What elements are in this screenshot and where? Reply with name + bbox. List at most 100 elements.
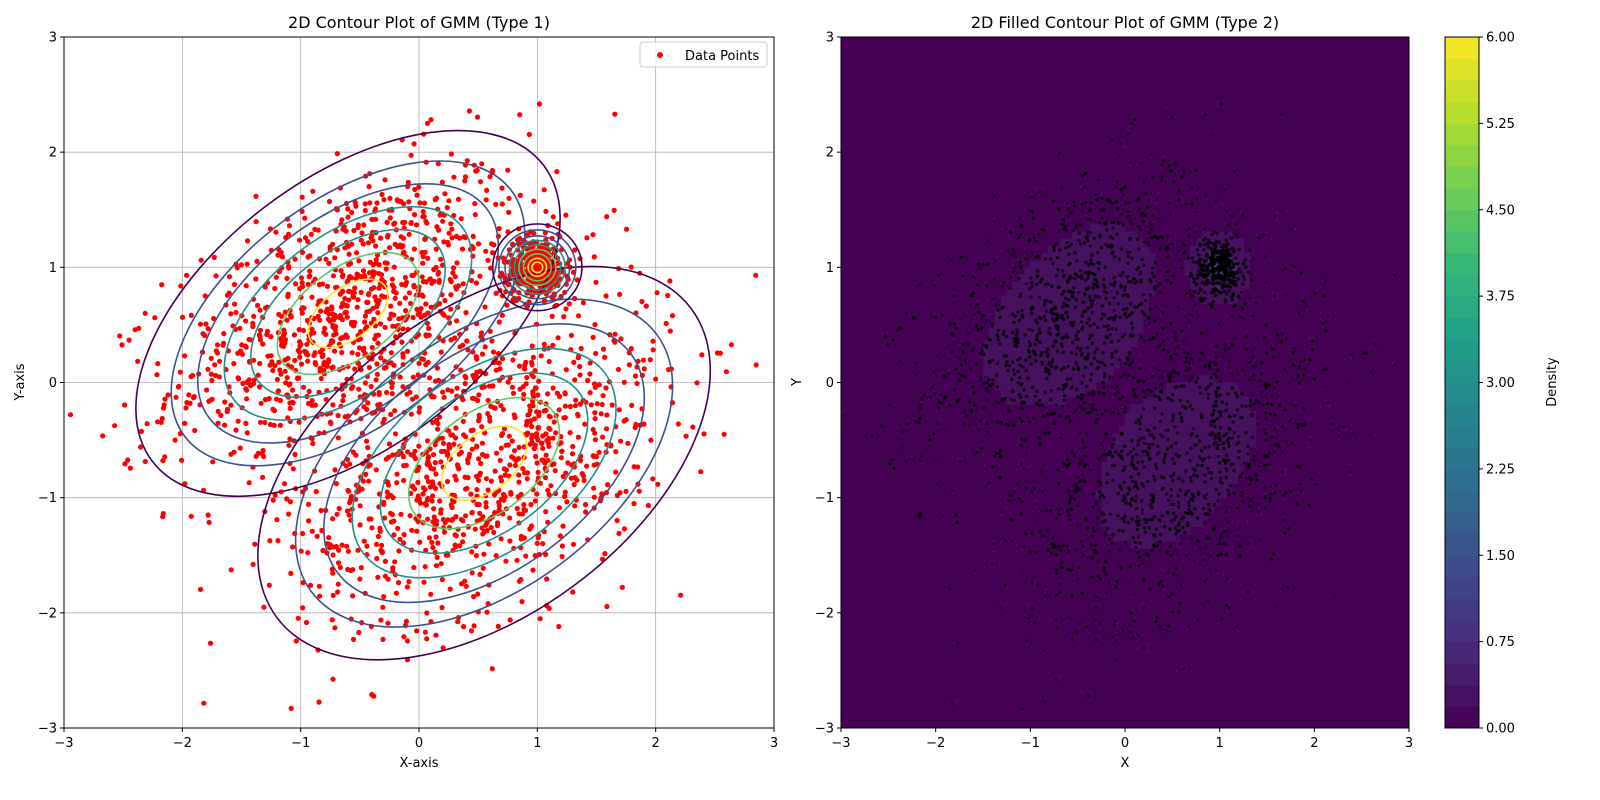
scatter-point [987, 481, 991, 485]
scatter-point [507, 617, 513, 623]
scatter-point [454, 318, 460, 324]
density-cell [1036, 368, 1043, 376]
scatter-point [481, 551, 487, 557]
scatter-point [1093, 277, 1097, 282]
scatter-point [1074, 223, 1079, 227]
scatter-point [233, 309, 239, 316]
scatter-point [240, 380, 246, 386]
scatter-point [407, 513, 413, 519]
density-cell [1012, 288, 1020, 297]
density-cell [1249, 425, 1256, 434]
density-cell [1196, 497, 1203, 506]
scatter-point [904, 311, 908, 315]
scatter-point [1020, 571, 1025, 576]
density-cell [1119, 260, 1126, 268]
scatter-point [1137, 196, 1141, 200]
density-cell [1142, 288, 1150, 297]
scatter-point [330, 544, 336, 550]
scatter-point [960, 373, 964, 378]
scatter-point [996, 401, 1001, 405]
scatter-point [883, 334, 888, 338]
density-cell [1142, 396, 1150, 405]
scatter-point [1228, 427, 1232, 431]
scatter-point [577, 372, 583, 378]
scatter-point [533, 453, 539, 460]
scatter-point [721, 431, 727, 437]
density-cell [1213, 483, 1221, 492]
scatter-point [1057, 332, 1061, 336]
scatter-point [327, 318, 333, 324]
scatter-point [302, 235, 309, 241]
scatter-point [753, 362, 759, 368]
scatter-point [1101, 391, 1106, 396]
density-cell [1219, 418, 1227, 427]
scatter-point [616, 407, 622, 413]
scatter-point [497, 457, 503, 463]
scatter-point [1187, 504, 1192, 508]
density-cell [994, 368, 1002, 376]
scatter-point [1051, 344, 1055, 349]
scatter-point [1127, 350, 1131, 355]
scatter-point [439, 577, 445, 583]
density-cell [1148, 512, 1156, 520]
scatter-point [1015, 482, 1020, 486]
scatter-point [136, 325, 142, 331]
scatter-point [231, 361, 237, 367]
scatter-point [1096, 285, 1100, 289]
density-cell [1130, 404, 1138, 412]
scatter-point [975, 302, 980, 306]
scatter-point [1207, 392, 1211, 397]
scatter-point [213, 273, 219, 279]
scatter-point [1180, 175, 1184, 179]
scatter-point [369, 233, 375, 239]
density-cell [1201, 447, 1209, 456]
scatter-point [449, 504, 455, 511]
scatter-point [468, 277, 475, 284]
scatter-point [514, 557, 520, 563]
scatter-point [1238, 544, 1242, 548]
scatter-point [1111, 202, 1115, 206]
scatter-point [541, 408, 547, 414]
scatter-point [1095, 198, 1099, 202]
density-cell [1065, 267, 1073, 276]
scatter-point [1019, 232, 1023, 236]
scatter-point [416, 409, 422, 415]
scatter-point [213, 372, 219, 379]
scatter-point [305, 238, 311, 245]
scatter-point [1066, 207, 1070, 211]
density-cell [1190, 411, 1197, 420]
density-cell [1219, 288, 1227, 297]
scatter-point [1009, 397, 1013, 401]
scatter-point [461, 234, 467, 240]
density-cell [1148, 454, 1156, 463]
density-cell [1054, 360, 1061, 369]
scatter-point [634, 380, 640, 387]
density-cell [1006, 310, 1014, 319]
scatter-point [1004, 539, 1008, 543]
scatter-point [330, 402, 336, 408]
scatter-point [1008, 230, 1013, 234]
scatter-point [218, 412, 224, 418]
scatter-point [581, 477, 587, 484]
scatter-point [1068, 420, 1072, 424]
scatter-point [311, 352, 317, 358]
scatter-point [1092, 356, 1097, 360]
scatter-point [966, 343, 970, 347]
scatter-point [1121, 307, 1126, 312]
scatter-point [1064, 311, 1068, 315]
density-cell [1190, 468, 1197, 477]
scatter-point [395, 525, 401, 532]
density-cell [1207, 461, 1215, 470]
density-cell [1196, 418, 1203, 427]
scatter-point [275, 388, 281, 394]
scatter-point [1103, 533, 1107, 537]
scatter-point [1111, 478, 1115, 483]
scatter-point [1103, 363, 1107, 367]
scatter-point [318, 507, 324, 514]
density-cell [1018, 389, 1026, 398]
scatter-point [593, 350, 599, 357]
scatter-point [295, 615, 301, 621]
scatter-point [335, 435, 341, 441]
scatter-point [282, 309, 288, 315]
